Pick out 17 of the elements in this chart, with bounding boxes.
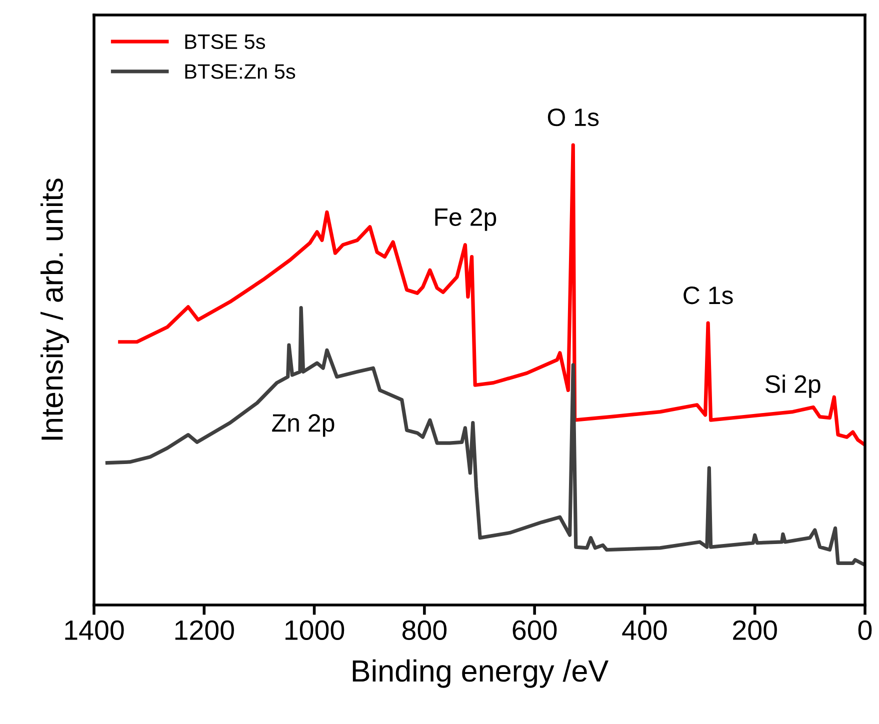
annotation: O 1s (548, 108, 599, 126)
x-tick-label: 1000 (286, 620, 344, 640)
legend-label: BTSE:Zn 5s (185, 64, 296, 79)
annotation: Si 2p (766, 374, 820, 398)
x-tick-label: 800 (402, 620, 447, 640)
y-axis-title: Intensity / arb. units (40, 178, 69, 440)
x-tick-label: 600 (512, 620, 557, 640)
x-axis-title: Binding energy /eV (352, 659, 608, 688)
x-tick-label: 1400 (65, 620, 124, 640)
x-tick-label: 1200 (175, 620, 234, 640)
annotation: Zn 2p (272, 414, 334, 437)
x-tick-label: 0 (858, 620, 872, 640)
legend-label: BTSE 5s (185, 34, 266, 50)
x-tick-label: 400 (622, 620, 667, 640)
annotation: C 1s (684, 286, 733, 304)
x-tick-label: 200 (733, 620, 777, 640)
annotation: Fe 2p (435, 208, 496, 231)
